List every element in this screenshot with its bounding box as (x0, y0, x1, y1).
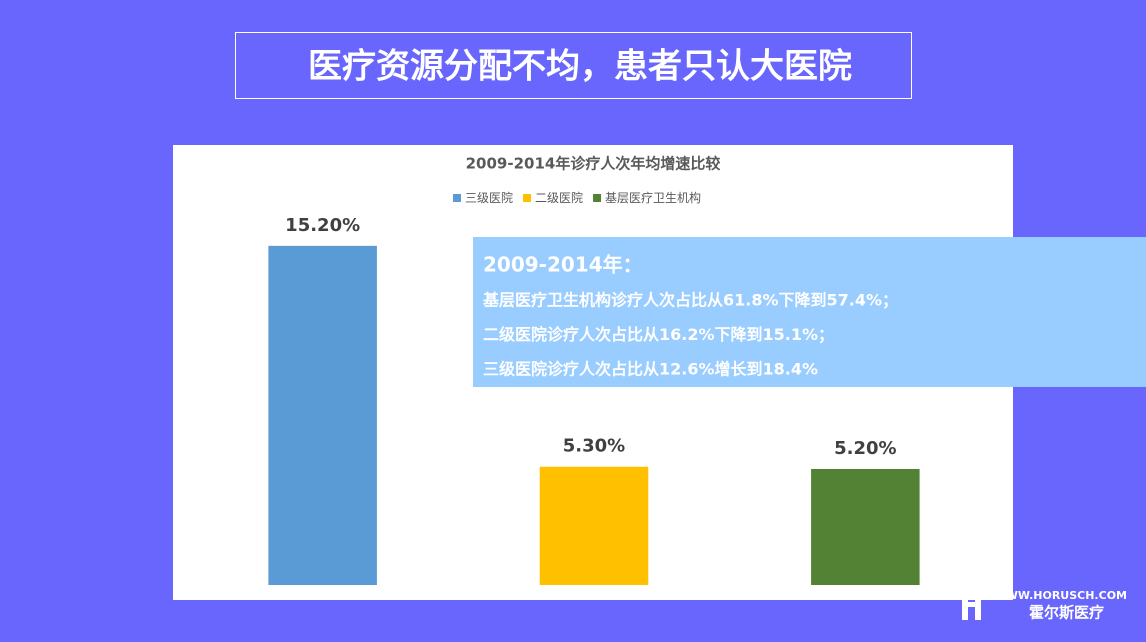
annotation-line: 基层医疗卫生机构诊疗人次占比从61.8%下降到57.4%； (482, 291, 898, 310)
slide-title: 医疗资源分配不均，患者只认大医院 (308, 47, 852, 87)
legend: 三级医院 二级医院 基层医疗卫生机构 (453, 190, 701, 205)
annotation-lines: 基层医疗卫生机构诊疗人次占比从61.8%下降到57.4%； 二级医院诊疗人次占比从… (482, 291, 898, 379)
bar (539, 466, 649, 585)
legend-label: 二级医院 (535, 191, 583, 205)
legend-label: 基层医疗卫生机构 (605, 190, 701, 205)
chart-title: 2009-2014年诊疗人次年均增速比较 (466, 155, 721, 173)
legend-swatch (453, 194, 461, 202)
bars: 15.20% 5.30% 5.20% (268, 215, 920, 585)
legend-swatch (523, 194, 532, 202)
bar (268, 245, 377, 585)
annotation-box (473, 237, 1146, 387)
bar (811, 468, 920, 585)
footer-url: WWW.HORUSCH.COM (994, 589, 1127, 602)
title-frame (235, 32, 912, 99)
logo: WWW.HORUSCH.COM 霍尔斯医疗 (962, 589, 1127, 622)
logo-bar (962, 602, 981, 607)
annotation-line: 三级医院诊疗人次占比从12.6%增长到18.4% (483, 360, 818, 379)
annotation-title: 2009-2014年： (483, 253, 643, 277)
data-label: 5.30% (563, 436, 625, 457)
footer-brand: 霍尔斯医疗 (1029, 604, 1104, 622)
legend-label: 三级医院 (465, 191, 513, 205)
annotation-line: 二级医院诊疗人次占比从16.2%下降到15.1%； (483, 325, 834, 344)
data-label: 5.20% (834, 438, 896, 459)
legend-swatch (593, 194, 602, 202)
data-label: 15.20% (285, 215, 360, 236)
